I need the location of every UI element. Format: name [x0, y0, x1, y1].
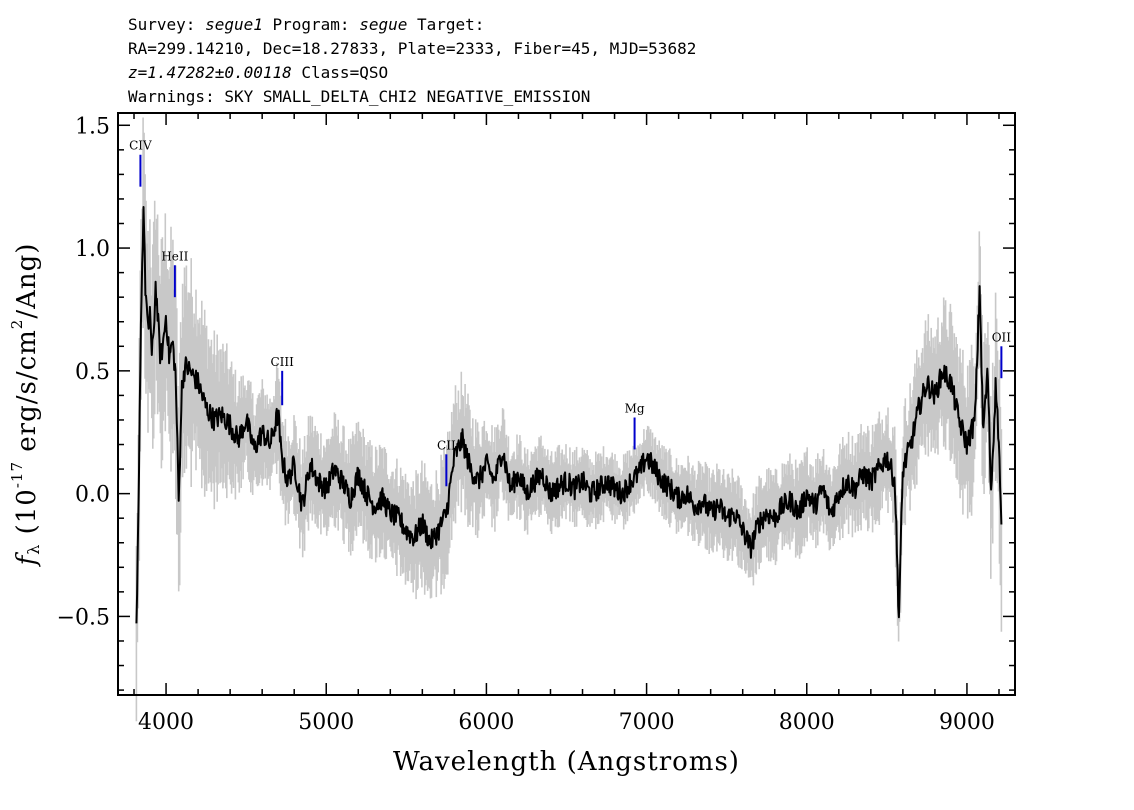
- y-axis-label: fλ (10-17 erg/s/cm2/Ang): [8, 243, 43, 568]
- emission-line-label: CII: [437, 438, 456, 452]
- line-annotations: CIV HeII CIII CII Mg OII: [129, 139, 1011, 487]
- plot-frame: [117, 112, 1016, 696]
- y-tick-label: 1.5: [75, 114, 110, 139]
- x-tick-label: 4000: [138, 710, 194, 735]
- ylabel-symbol: f: [12, 551, 42, 567]
- y-tick-label: 1.0: [75, 237, 110, 262]
- emission-line-label: CIV: [129, 139, 152, 153]
- flux-layer: [135, 206, 1003, 624]
- y-tick-label: 0.5: [75, 360, 110, 385]
- ylabel-text: /Ang): [12, 243, 42, 319]
- header-line-redshift: z=1.47282±0.00118 Class=QSO: [128, 63, 388, 82]
- ylabel-text: (10: [12, 488, 42, 534]
- header-fragment: Target:: [407, 15, 484, 34]
- emission-line-label: HeII: [161, 249, 188, 263]
- ylabel-superscript: 2: [8, 319, 26, 330]
- y-tick-label: −0.5: [57, 605, 110, 630]
- header-line-survey: Survey: segue1 Program: segue Target:: [128, 15, 484, 34]
- header-fragment: Class=QSO: [292, 63, 388, 82]
- emission-line-label: Mg: [625, 402, 645, 416]
- header-fragment: segue1: [205, 15, 263, 34]
- x-axis-label: Wavelength (Angstroms): [393, 747, 740, 777]
- header-fragment: Survey:: [128, 15, 205, 34]
- flux-line: [135, 206, 1003, 624]
- ylabel-text: [12, 534, 42, 543]
- ylabel-text: erg/s/cm: [12, 329, 42, 461]
- x-tick-label: 9000: [939, 710, 995, 735]
- header: Survey: segue1 Program: segue Target: RA…: [128, 15, 696, 106]
- x-tick-label: 8000: [779, 710, 835, 735]
- x-tick-label: 5000: [298, 710, 354, 735]
- axes: 4000 5000 6000 7000 8000 9000 −0.5 0.0 0.5 1.0 1.5: [57, 113, 1015, 735]
- header-fragment: z=1.47282±0.00118: [128, 63, 292, 82]
- header-fragment: segue: [359, 15, 407, 34]
- noise-layer: [135, 117, 1003, 722]
- header-line-coordinates: RA=299.14210, Dec=18.27833, Plate=2333, …: [128, 39, 696, 58]
- x-tick-label: 7000: [619, 710, 675, 735]
- header-fragment: Program:: [263, 15, 359, 34]
- ylabel-subscript: λ: [24, 544, 43, 555]
- header-line-warnings: Warnings: SKY SMALL_DELTA_CHI2 NEGATIVE_…: [128, 87, 590, 106]
- x-tick-label: 6000: [458, 710, 514, 735]
- emission-line-label: CIII: [270, 355, 294, 369]
- ylabel-superscript: -17: [8, 461, 26, 488]
- emission-line-label: OII: [992, 330, 1012, 344]
- y-tick-label: 0.0: [75, 483, 110, 508]
